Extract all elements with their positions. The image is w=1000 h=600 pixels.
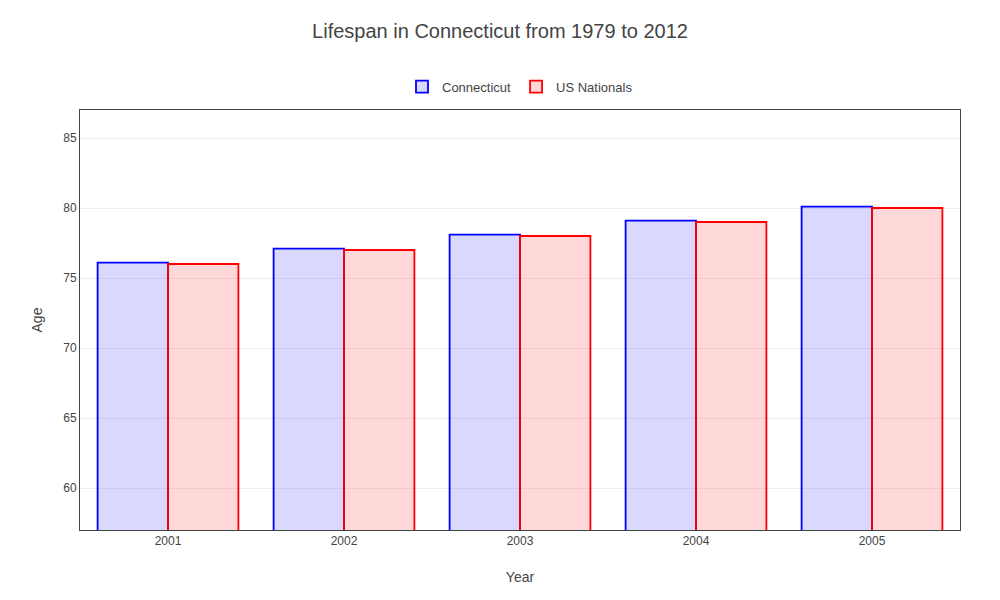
svg-text:US Nationals: US Nationals bbox=[556, 80, 632, 95]
svg-text:Age: Age bbox=[29, 307, 45, 332]
svg-text:Connecticut: Connecticut bbox=[442, 80, 511, 95]
svg-text:2001: 2001 bbox=[155, 534, 182, 548]
svg-text:Year: Year bbox=[506, 569, 535, 585]
svg-text:85: 85 bbox=[63, 131, 77, 145]
svg-text:80: 80 bbox=[63, 201, 77, 215]
svg-text:Lifespan in Connecticut from 1: Lifespan in Connecticut from 1979 to 201… bbox=[312, 20, 688, 42]
svg-text:2005: 2005 bbox=[859, 534, 886, 548]
svg-text:75: 75 bbox=[63, 271, 77, 285]
svg-text:2004: 2004 bbox=[683, 534, 710, 548]
svg-text:2002: 2002 bbox=[331, 534, 358, 548]
svg-text:2003: 2003 bbox=[507, 534, 534, 548]
svg-text:70: 70 bbox=[63, 341, 77, 355]
svg-text:60: 60 bbox=[63, 481, 77, 495]
svg-text:65: 65 bbox=[63, 411, 77, 425]
